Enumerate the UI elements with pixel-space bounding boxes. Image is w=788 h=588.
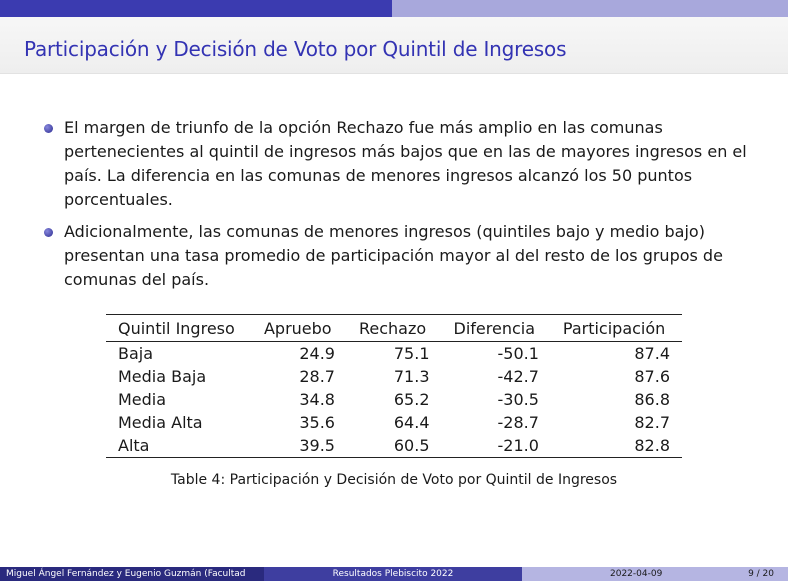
bullet-icon <box>44 228 53 237</box>
table-header-row: Quintil Ingreso Apruebo Rechazo Diferenc… <box>106 314 682 342</box>
table-caption: Table 4: Participación y Decisión de Vot… <box>170 472 618 488</box>
cell-apruebo: 24.9 <box>299 344 335 363</box>
bullet-text: Adicionalmente, las comunas de menores i… <box>64 222 723 289</box>
cell-rechazo: 75.1 <box>393 344 430 363</box>
cell-quintil: Alta <box>118 436 150 455</box>
cell-participacion: 87.4 <box>634 344 670 363</box>
header-bar-section-light <box>392 0 788 17</box>
table-row: Media 34.8 65.2 -30.5 86.8 <box>106 388 682 411</box>
cell-participacion: 87.6 <box>634 367 670 386</box>
bullet-list: El margen de triunfo de la opción Rechaz… <box>44 116 764 300</box>
table-row: Baja 24.9 75.1 -50.1 87.4 <box>106 342 682 366</box>
cell-diferencia: -42.7 <box>497 367 539 386</box>
cell-participacion: 82.7 <box>634 413 670 432</box>
bullet-item: El margen de triunfo de la opción Rechaz… <box>44 116 764 212</box>
slide-footer: Miguel Ángel Fernández y Eugenio Guzmán … <box>0 567 788 581</box>
table-row: Alta 39.5 60.5 -21.0 82.8 <box>106 434 682 458</box>
header-bar <box>0 0 788 17</box>
footer-authors: Miguel Ángel Fernández y Eugenio Guzmán … <box>0 567 264 581</box>
footer-date: 2022-04-09 <box>610 569 663 579</box>
table-row: Media Alta 35.6 64.4 -28.7 82.7 <box>106 411 682 434</box>
cell-apruebo: 35.6 <box>299 413 335 432</box>
cell-apruebo: 28.7 <box>299 367 335 386</box>
cell-diferencia: -21.0 <box>497 436 539 455</box>
footer-info: 2022-04-09 9 / 20 <box>522 567 788 581</box>
cell-rechazo: 65.2 <box>393 390 430 409</box>
slide-title: Participación y Decisión de Voto por Qui… <box>24 37 567 61</box>
column-header-rechazo: Rechazo <box>358 319 427 338</box>
bullet-icon <box>44 124 53 133</box>
footer-short-title: Resultados Plebiscito 2022 <box>264 567 522 581</box>
frame-title-bar: Participación y Decisión de Voto por Qui… <box>0 17 788 74</box>
cell-rechazo: 64.4 <box>393 413 430 432</box>
cell-quintil: Media <box>118 390 167 409</box>
header-bar-section-dark <box>0 0 392 17</box>
cell-quintil: Media Alta <box>118 413 203 432</box>
cell-quintil: Baja <box>118 344 154 363</box>
column-header-diferencia: Diferencia <box>453 319 536 338</box>
table-row: Media Baja 28.7 71.3 -42.7 87.6 <box>106 365 682 388</box>
cell-participacion: 82.8 <box>634 436 670 455</box>
page-number: 9 / 20 <box>748 569 774 579</box>
column-header-quintil: Quintil Ingreso <box>118 319 235 338</box>
results-table-container: Quintil Ingreso Apruebo Rechazo Diferenc… <box>106 314 682 458</box>
column-header-apruebo: Apruebo <box>263 319 332 338</box>
cell-participacion: 86.8 <box>634 390 670 409</box>
cell-apruebo: 39.5 <box>299 436 335 455</box>
results-table: Quintil Ingreso Apruebo Rechazo Diferenc… <box>106 314 682 458</box>
cell-apruebo: 34.8 <box>299 390 335 409</box>
column-header-participacion: Participación <box>562 319 666 338</box>
cell-diferencia: -28.7 <box>497 413 539 432</box>
cell-rechazo: 71.3 <box>393 367 430 386</box>
bullet-text: El margen de triunfo de la opción Rechaz… <box>64 118 747 209</box>
cell-rechazo: 60.5 <box>393 436 430 455</box>
cell-diferencia: -50.1 <box>497 344 539 363</box>
cell-quintil: Media Baja <box>118 367 207 386</box>
bullet-item: Adicionalmente, las comunas de menores i… <box>44 220 764 292</box>
cell-diferencia: -30.5 <box>497 390 539 409</box>
